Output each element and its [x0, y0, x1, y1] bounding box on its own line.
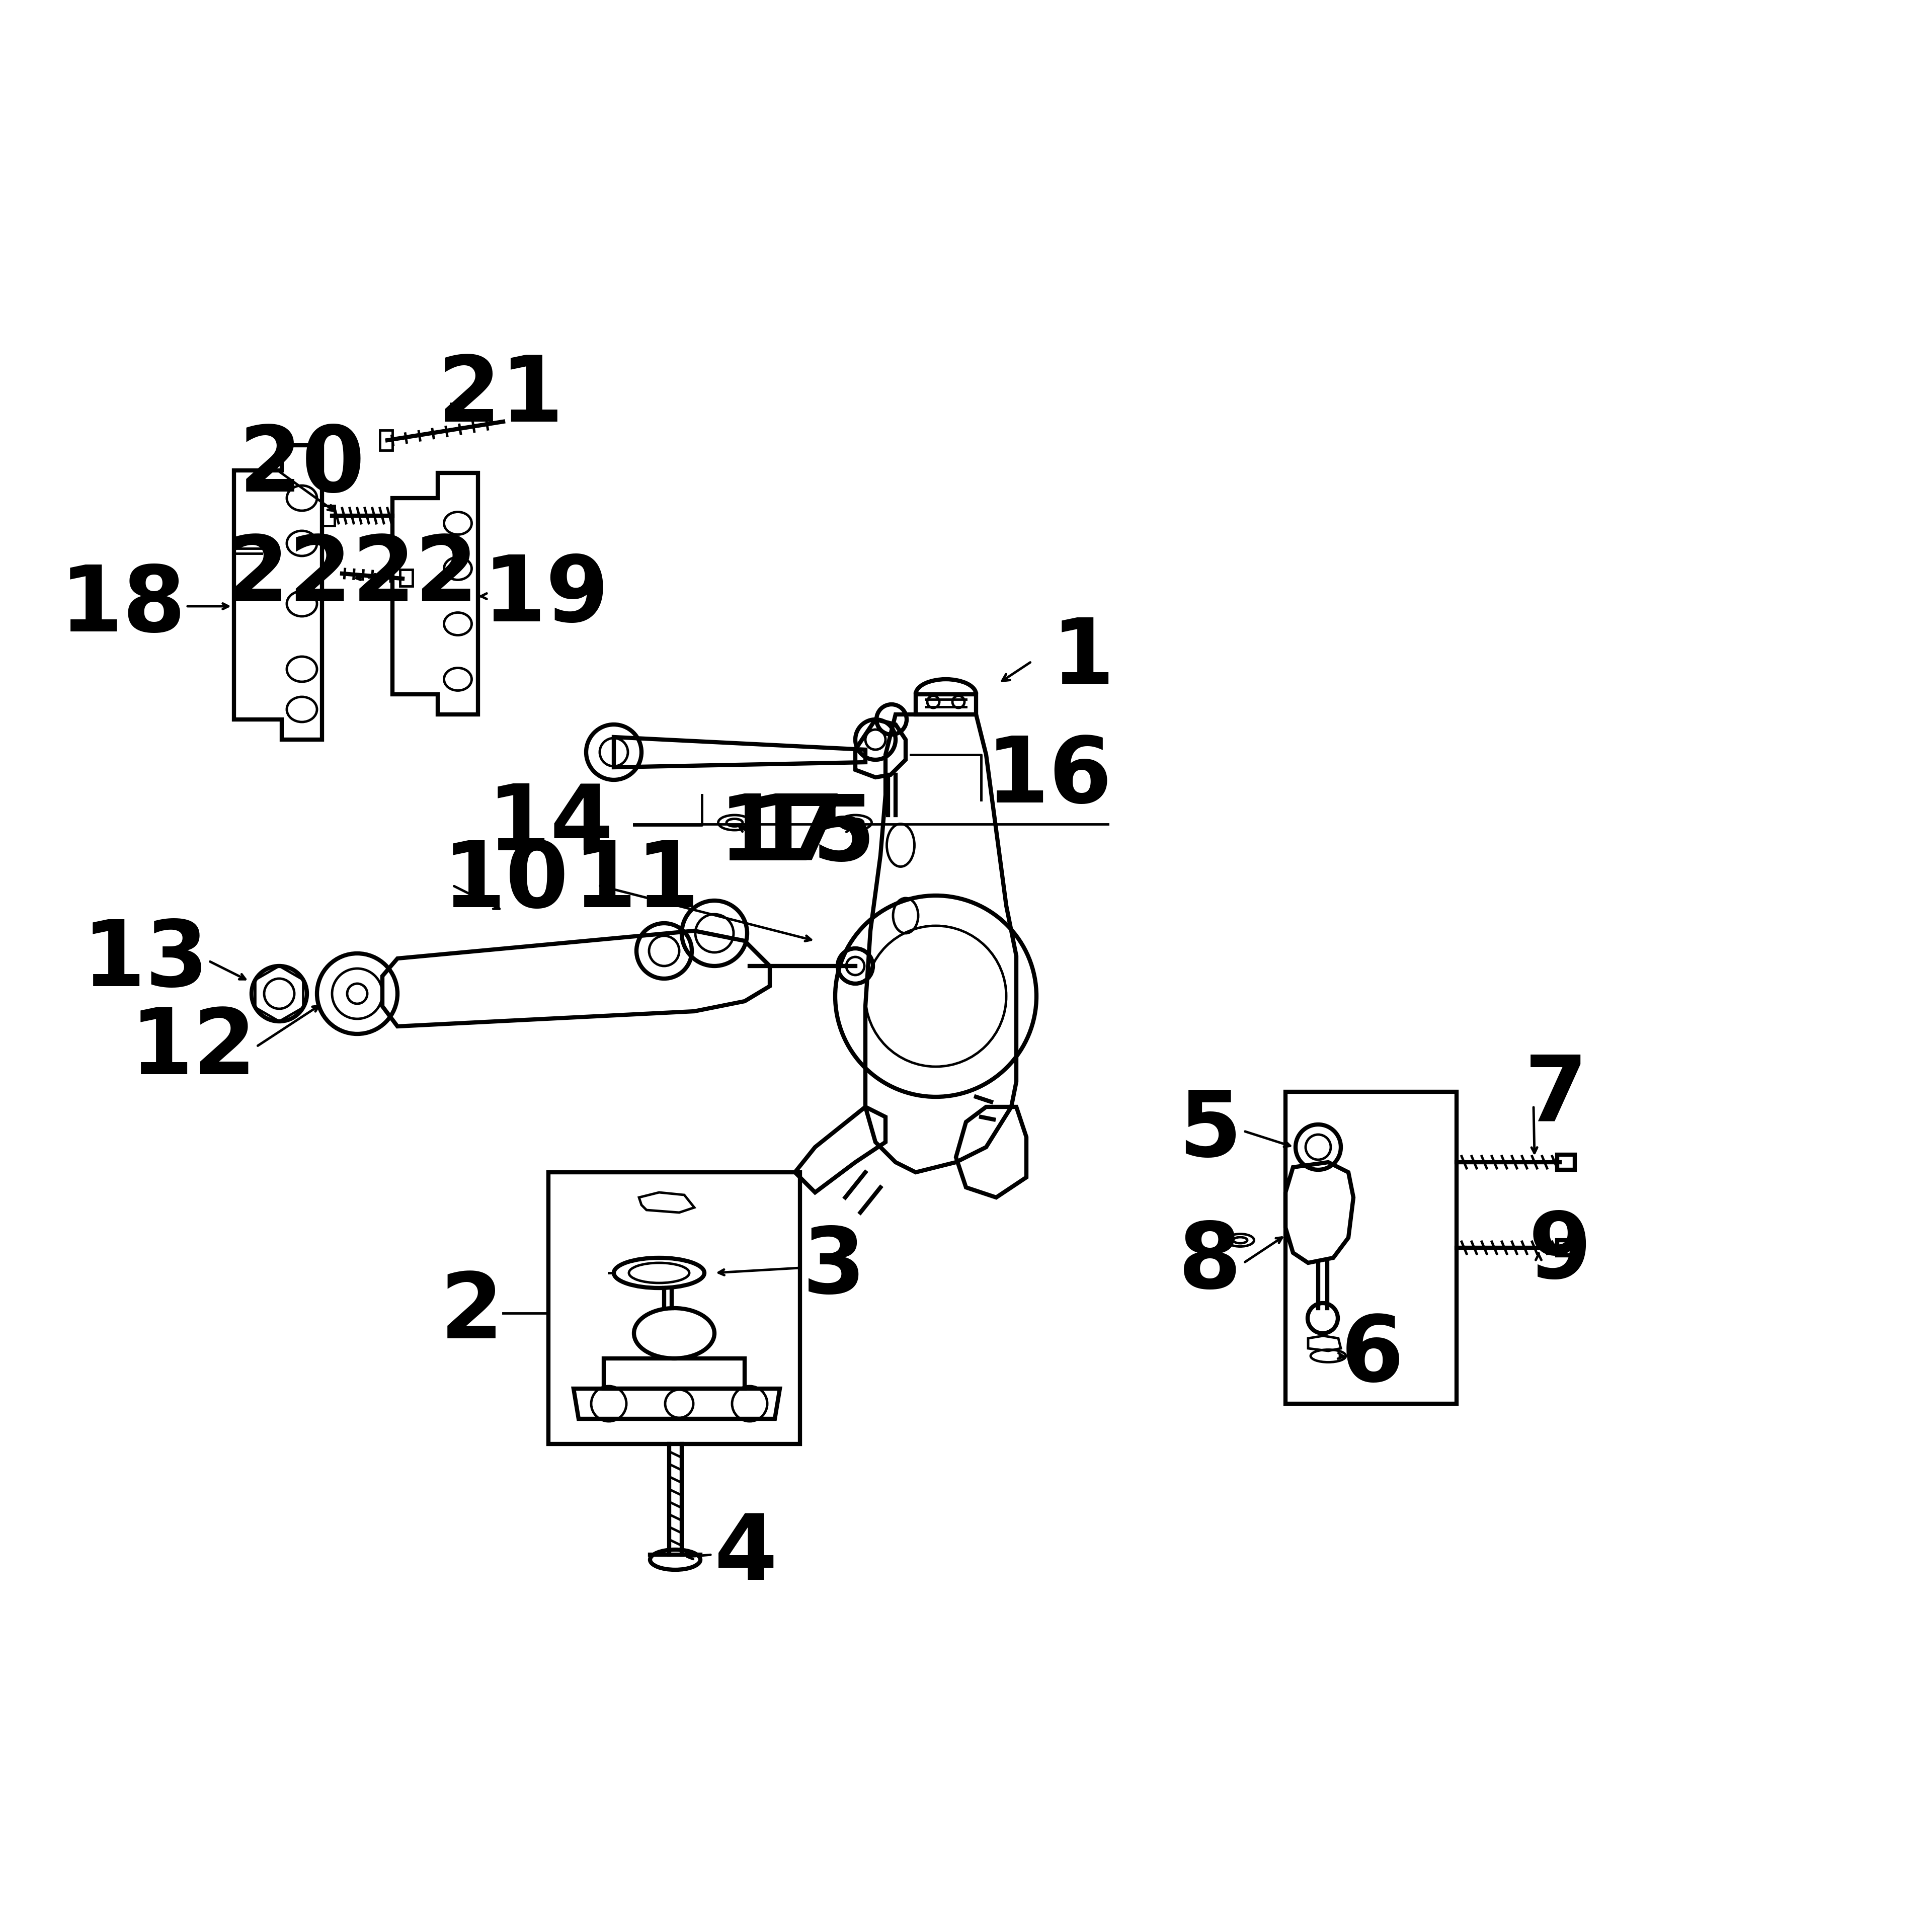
Text: 12: 12: [129, 1005, 257, 1094]
Text: 7: 7: [1524, 1051, 1588, 1140]
Bar: [1285, 1092, 1457, 1405]
Text: 15: 15: [750, 790, 875, 879]
Text: 17: 17: [719, 790, 846, 879]
Text: 10: 10: [442, 838, 570, 925]
Text: 13: 13: [83, 916, 209, 1005]
Text: 8: 8: [1179, 1219, 1242, 1308]
Text: 9: 9: [1528, 1209, 1592, 1296]
Text: 4: 4: [715, 1511, 777, 1600]
Text: 14: 14: [487, 781, 614, 869]
Text: 22: 22: [352, 531, 479, 620]
Text: 2: 2: [440, 1269, 502, 1358]
Text: 18: 18: [60, 562, 185, 651]
Text: 5: 5: [1179, 1086, 1242, 1175]
Text: 21: 21: [439, 352, 564, 440]
Text: 1: 1: [1051, 614, 1115, 703]
Text: 19: 19: [483, 553, 609, 641]
Text: 6: 6: [1341, 1312, 1405, 1401]
Text: 20: 20: [240, 421, 365, 510]
Text: 11: 11: [574, 838, 699, 925]
Text: 16: 16: [985, 732, 1113, 821]
Text: 22: 22: [226, 531, 352, 620]
Text: 3: 3: [802, 1223, 866, 1312]
Bar: [549, 1173, 800, 1443]
